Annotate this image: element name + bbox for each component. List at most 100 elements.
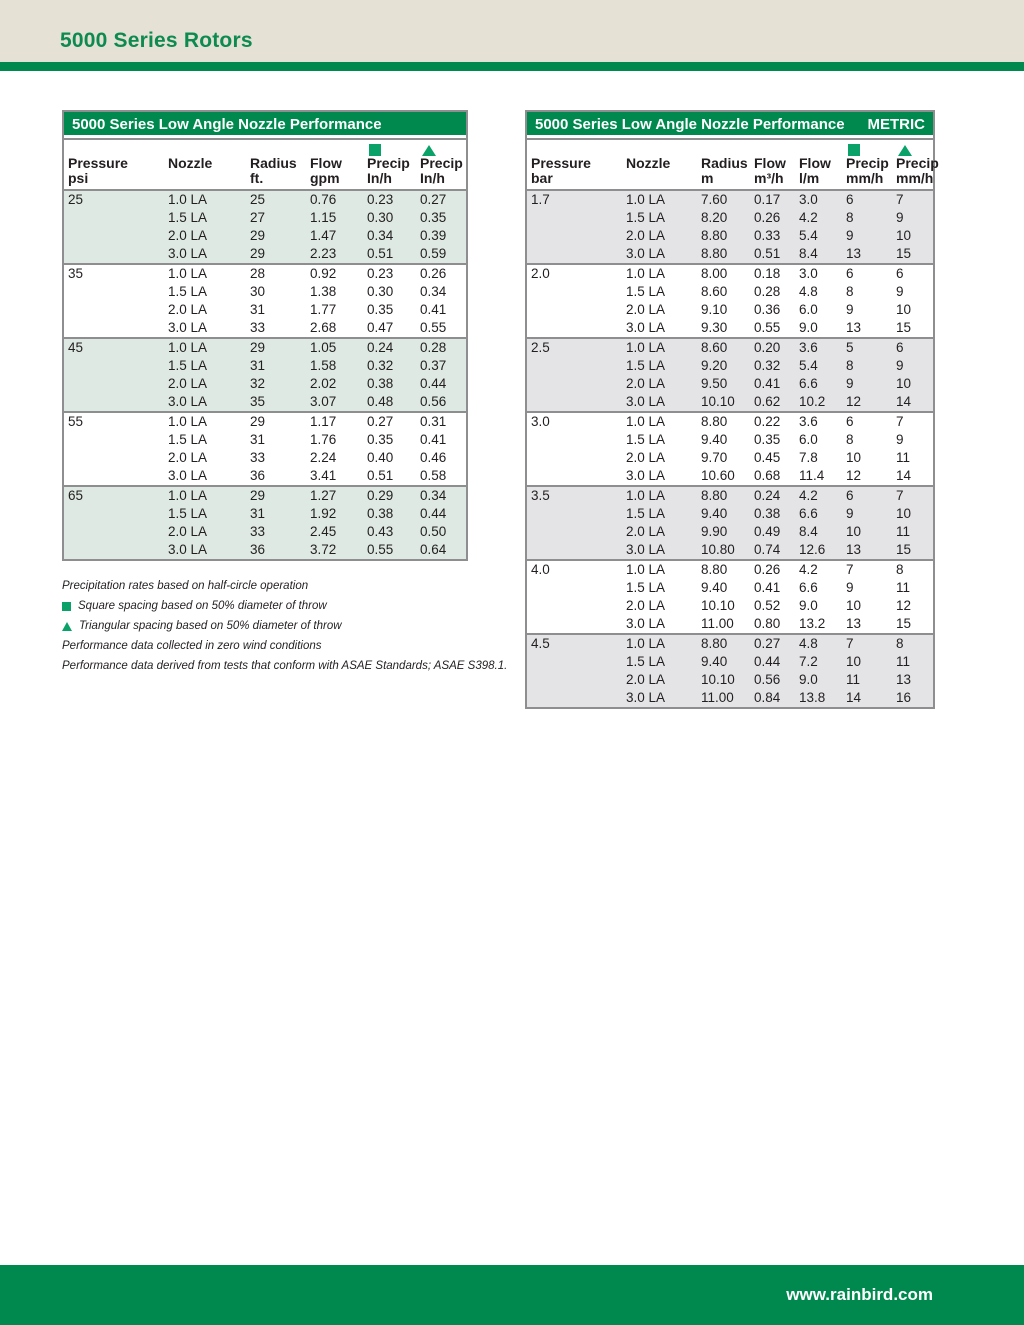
footer-url: www.rainbird.com (786, 1285, 933, 1304)
data-cell: 9.40 (701, 432, 728, 447)
data-cell: 8 (896, 562, 904, 577)
data-cell: 6 (846, 488, 854, 503)
pressure-cell (68, 283, 168, 301)
data-cell: 13.8 (799, 690, 826, 705)
table-row: 2.0 LA 10.10 0.52 9.0 10 12 (531, 597, 933, 615)
table-row: 45 1.0 LA 29 1.05 0.24 0.28 (68, 339, 466, 357)
table-row: 3.0 LA 36 3.72 0.55 0.64 (68, 541, 466, 559)
footnote-text: Precipitation rates based on half-circle… (62, 580, 309, 592)
data-cell: 29 (250, 340, 266, 355)
data-cell: 9.40 (701, 654, 728, 669)
data-cell: 4.8 (799, 636, 818, 651)
data-cell: 0.38 (367, 376, 394, 391)
data-cell: 0.28 (420, 340, 447, 355)
pressure-cell: 45 (68, 340, 84, 355)
data-cell: 1.0 LA (168, 192, 208, 207)
data-cell: 0.23 (367, 266, 394, 281)
data-cell: 1.5 LA (168, 432, 208, 447)
data-cell: 1.5 LA (168, 358, 208, 373)
table-row: 3.0 1.0 LA 8.80 0.22 3.6 6 7 (531, 413, 933, 431)
data-cell: 5.4 (799, 228, 818, 243)
data-cell: 4.2 (799, 488, 818, 503)
data-cell: 1.0 LA (626, 266, 666, 281)
column-unit: mm/h (846, 170, 884, 186)
table-row: 2.0 1.0 LA 8.00 0.18 3.0 6 6 (531, 265, 933, 283)
data-cell: 9.90 (701, 524, 728, 539)
data-cell: 9.40 (701, 580, 728, 595)
data-cell: 1.58 (310, 358, 337, 373)
pressure-cell (68, 357, 168, 375)
data-cell: 11 (896, 450, 911, 465)
table-row: 2.0 LA 33 2.24 0.40 0.46 (68, 449, 466, 467)
pressure-cell (531, 467, 626, 485)
data-cell: 1.5 LA (626, 284, 666, 299)
pressure-group: 45 1.0 LA 29 1.05 0.24 0.28 1.5 LA 31 1.58 0.32 0.… (64, 337, 466, 411)
footnote-text: Performance data derived from tests that… (62, 660, 508, 672)
data-cell: 12 (846, 394, 862, 409)
data-cell: 29 (250, 414, 266, 429)
footnote-line: Performance data collected in zero wind … (62, 636, 522, 656)
table-row: 3.0 LA 8.80 0.51 8.4 13 15 (531, 245, 933, 263)
column-header: Precip mm/h (846, 142, 896, 186)
column-header-icon-slot (420, 142, 466, 156)
data-cell: 11.00 (701, 616, 734, 631)
data-cell: 0.27 (367, 414, 394, 429)
data-cell: 1.5 LA (168, 210, 208, 225)
data-cell: 1.47 (310, 228, 337, 243)
data-cell: 1.0 LA (626, 414, 666, 429)
data-cell: 0.23 (367, 192, 394, 207)
data-cell: 3.41 (310, 468, 337, 483)
pressure-group: 3.0 1.0 LA 8.80 0.22 3.6 6 7 1.5 LA 9.40 0.35 6.0 8… (527, 411, 933, 485)
table-row: 35 1.0 LA 28 0.92 0.23 0.26 (68, 265, 466, 283)
column-header: Precip mm/h (896, 142, 939, 186)
data-cell: 9.10 (701, 302, 728, 317)
triangle-spacing-icon (422, 145, 436, 156)
column-header: Flow l/m (799, 142, 846, 186)
data-cell: 12 (846, 468, 862, 483)
data-cell: 0.55 (420, 320, 447, 335)
data-cell: 10 (846, 598, 862, 613)
data-cell: 6.0 (799, 302, 818, 317)
data-cell: 10 (846, 524, 862, 539)
data-cell: 5 (846, 340, 854, 355)
table-row: 1.7 1.0 LA 7.60 0.17 3.0 6 7 (531, 191, 933, 209)
data-cell: 9 (896, 432, 904, 447)
data-cell: 9 (846, 228, 854, 243)
data-cell: 3.6 (799, 414, 818, 429)
data-cell: 8.20 (701, 210, 728, 225)
data-cell: 9 (846, 580, 854, 595)
data-cell: 3.0 LA (168, 246, 208, 261)
data-cell: 6 (846, 266, 854, 281)
column-unit: In/h (367, 170, 392, 186)
data-cell: 0.51 (367, 246, 394, 261)
data-cell: 0.56 (420, 394, 447, 409)
data-cell: 9 (896, 358, 904, 373)
data-cell: 36 (250, 542, 266, 557)
pressure-cell (68, 375, 168, 393)
pressure-cell (531, 375, 626, 393)
data-cell: 14 (846, 690, 862, 705)
data-cell: 3.0 (799, 266, 818, 281)
column-header: Precip In/h (420, 142, 466, 186)
data-cell: 9 (896, 284, 904, 299)
data-cell: 9.70 (701, 450, 728, 465)
table-row: 2.0 LA 9.90 0.49 8.4 10 11 (531, 523, 933, 541)
data-cell: 8.4 (799, 246, 818, 261)
data-cell: 0.84 (754, 690, 781, 705)
data-cell: 8 (846, 284, 854, 299)
triangle-spacing-icon (898, 145, 912, 156)
data-cell: 10 (896, 302, 912, 317)
data-cell: 9 (846, 376, 854, 391)
data-cell: 15 (896, 616, 912, 631)
column-unit: psi (68, 170, 89, 186)
data-cell: 8.80 (701, 488, 728, 503)
data-cell: 0.51 (367, 468, 394, 483)
pressure-cell (68, 523, 168, 541)
column-label: Precip (896, 155, 939, 171)
data-cell: 2.0 LA (626, 598, 666, 613)
data-cell: 27 (250, 210, 266, 225)
data-cell: 7 (896, 192, 904, 207)
pressure-cell (531, 319, 626, 337)
data-cell: 1.92 (310, 506, 337, 521)
pressure-cell: 35 (68, 266, 84, 281)
